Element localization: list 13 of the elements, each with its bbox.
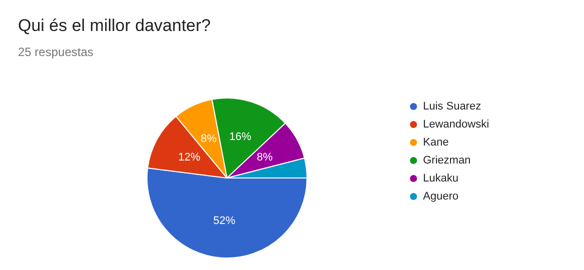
data-label: 8% <box>256 151 273 164</box>
chart-title: Qui és el millor davanter? <box>18 16 211 35</box>
data-label: 8% <box>200 133 217 146</box>
legend-label: Lewandowski <box>423 118 490 130</box>
legend-label: Kane <box>423 136 449 148</box>
data-label: 16% <box>229 131 252 144</box>
legend-label: Lukaku <box>423 172 458 184</box>
legend-label: Griezman <box>423 154 471 166</box>
data-label: 12% <box>178 151 201 164</box>
data-label: 52% <box>213 214 236 227</box>
chart-subtitle: 25 respuestas <box>18 45 94 59</box>
legend-label: Aguero <box>423 190 458 202</box>
legend-label: Luis Suarez <box>423 100 482 112</box>
